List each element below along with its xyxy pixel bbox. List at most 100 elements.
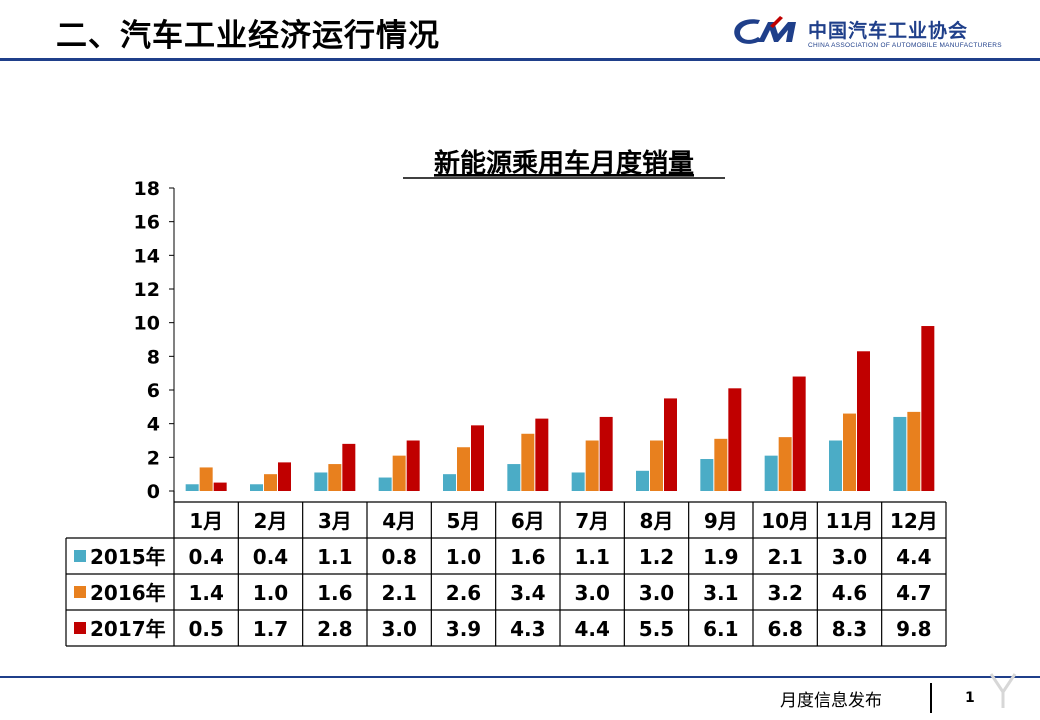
header-rule xyxy=(0,58,1040,61)
data-label: 1.1 xyxy=(574,545,609,569)
data-label: 4.7 xyxy=(896,581,931,605)
data-label: 8.3 xyxy=(832,617,867,641)
data-label: 1.9 xyxy=(703,545,738,569)
bar-2015年-9月 xyxy=(700,459,714,491)
data-label: 4.3 xyxy=(510,617,545,641)
bar-2016年-7月 xyxy=(585,440,599,491)
data-label: 2.1 xyxy=(767,545,802,569)
bar-2016年-10月 xyxy=(778,437,792,491)
category-label: 9月 xyxy=(704,509,738,533)
y-tick-label: 10 xyxy=(134,313,160,335)
bar-2017年-2月 xyxy=(278,462,291,491)
data-label: 1.1 xyxy=(317,545,352,569)
data-label: 0.8 xyxy=(381,545,416,569)
data-label: 3.0 xyxy=(381,617,416,641)
page-title: 二、汽车工业经济运行情况 xyxy=(56,18,440,54)
bar-2016年-1月 xyxy=(199,467,213,491)
category-label: 12月 xyxy=(890,509,938,533)
y-tick-label: 2 xyxy=(147,447,160,469)
footer-text: 月度信息发布 xyxy=(780,691,882,711)
data-label: 6.1 xyxy=(703,617,738,641)
bar-2015年-10月 xyxy=(764,455,778,491)
org-name-en: CHINA ASSOCIATION OF AUTOMOBILE MANUFACT… xyxy=(808,42,1002,49)
cam-logo-icon xyxy=(734,16,796,44)
y-tick-label: 12 xyxy=(134,279,160,301)
data-label: 1.4 xyxy=(188,581,223,605)
bar-2016年-4月 xyxy=(392,455,406,491)
series-name: 2016年 xyxy=(90,581,166,605)
category-label: 7月 xyxy=(575,509,609,533)
data-label: 3.1 xyxy=(703,581,738,605)
y-tick-label: 18 xyxy=(134,178,160,200)
legend-swatch-2017年 xyxy=(74,622,86,634)
data-label: 3.9 xyxy=(446,617,481,641)
data-label: 1.7 xyxy=(253,617,288,641)
bar-2017年-6月 xyxy=(535,418,549,491)
sales-chart: 新能源乘用车月度销量 0 2 4 6 8 10 12 14 16 18 1月 2月 3月 4月 5月 6月 7… xyxy=(65,148,947,647)
category-label: 1月 xyxy=(189,509,223,533)
data-label: 1.6 xyxy=(317,581,352,605)
bar-2016年-8月 xyxy=(650,440,663,491)
slide-header: 二、汽车工业经济运行情况 中国汽车工业协会 CHINA ASSOCIATION … xyxy=(0,0,1040,64)
bar-2017年-5月 xyxy=(471,425,484,491)
data-label: 9.8 xyxy=(896,617,931,641)
data-label: 1.0 xyxy=(253,581,288,605)
bar-2015年-1月 xyxy=(185,484,199,491)
series-name: 2017年 xyxy=(90,617,166,641)
bar-2016年-6月 xyxy=(521,433,535,491)
data-label: 3.2 xyxy=(767,581,802,605)
y-tick-label: 8 xyxy=(147,346,160,368)
data-label: 3.0 xyxy=(832,545,867,569)
category-label: 2月 xyxy=(254,509,288,533)
y-tick-label: 0 xyxy=(147,481,160,503)
data-label: 4.6 xyxy=(832,581,867,605)
category-label: 3月 xyxy=(318,509,352,533)
bar-2015年-4月 xyxy=(378,477,392,491)
bar-2016年-2月 xyxy=(264,474,277,491)
data-label: 0.4 xyxy=(253,545,288,569)
y-tick-label: 16 xyxy=(134,212,160,234)
data-label: 3.0 xyxy=(639,581,674,605)
data-label: 4.4 xyxy=(896,545,931,569)
bar-2016年-11月 xyxy=(843,413,856,491)
data-label: 6.8 xyxy=(767,617,802,641)
data-label: 3.0 xyxy=(574,581,609,605)
page-number: 1 xyxy=(965,690,975,706)
footer-rule xyxy=(0,676,1040,678)
data-label: 1.2 xyxy=(639,545,674,569)
bar-2017年-8月 xyxy=(664,398,677,491)
bar-2015年-7月 xyxy=(571,472,585,491)
data-label: 2.6 xyxy=(446,581,481,605)
y-tick-label: 6 xyxy=(147,380,160,402)
bar-2015年-6月 xyxy=(507,464,521,491)
bar-2016年-9月 xyxy=(714,438,728,491)
category-label: 5月 xyxy=(447,509,481,533)
bar-2015年-11月 xyxy=(829,440,842,491)
data-label: 1.6 xyxy=(510,545,545,569)
watermark-icon xyxy=(989,673,1017,708)
bar-2015年-5月 xyxy=(443,474,456,491)
category-label: 10月 xyxy=(761,509,809,533)
bar-2016年-5月 xyxy=(457,447,470,491)
bar-2017年-7月 xyxy=(599,416,613,491)
y-tick-label: 14 xyxy=(134,245,160,267)
data-label: 2.1 xyxy=(381,581,416,605)
bar-2015年-3月 xyxy=(314,472,328,491)
bar-2016年-12月 xyxy=(907,411,921,491)
data-label: 2.8 xyxy=(317,617,352,641)
bar-2017年-10月 xyxy=(792,376,806,491)
bar-2015年-8月 xyxy=(636,470,649,491)
data-label: 5.5 xyxy=(639,617,674,641)
bar-2017年-11月 xyxy=(857,351,870,491)
bar-2017年-4月 xyxy=(406,440,420,491)
data-label: 0.5 xyxy=(188,617,223,641)
data-label: 4.4 xyxy=(574,617,609,641)
category-label: 6月 xyxy=(511,509,545,533)
bar-2017年-9月 xyxy=(728,388,742,491)
footer-divider xyxy=(930,683,932,713)
data-label: 1.0 xyxy=(446,545,481,569)
org-logo: 中国汽车工业协会 CHINA ASSOCIATION OF AUTOMOBILE… xyxy=(730,14,1002,54)
bar-2017年-12月 xyxy=(921,326,935,491)
category-label: 8月 xyxy=(640,509,674,533)
category-label: 4月 xyxy=(382,509,416,533)
